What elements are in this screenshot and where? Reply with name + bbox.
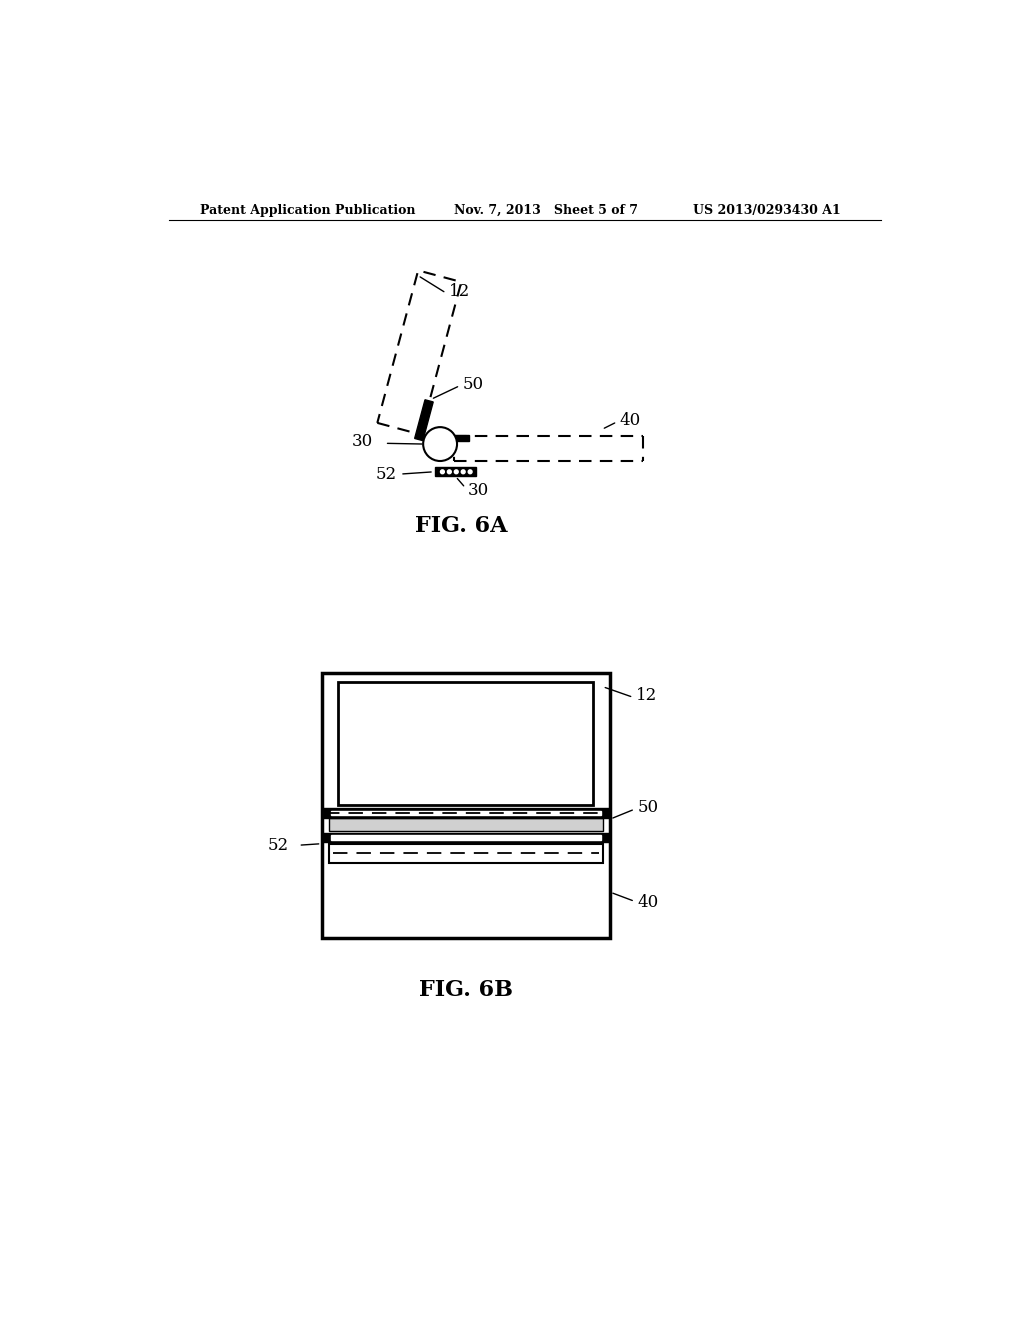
Bar (331, 810, 601, 816)
Bar (322, 808, 610, 817)
Text: 52: 52 (267, 837, 289, 854)
Text: FIG. 6B: FIG. 6B (419, 979, 512, 1001)
Text: US 2013/0293430 A1: US 2013/0293430 A1 (692, 205, 841, 218)
Text: 40: 40 (637, 895, 658, 912)
Bar (322, 833, 610, 842)
Text: Patent Application Publication: Patent Application Publication (200, 205, 416, 218)
Bar (339, 682, 593, 805)
Text: 12: 12 (636, 688, 657, 705)
Circle shape (423, 428, 457, 461)
Bar (330, 843, 602, 863)
Circle shape (455, 470, 458, 474)
Polygon shape (438, 434, 469, 441)
Text: 50: 50 (637, 799, 658, 816)
Text: Nov. 7, 2013   Sheet 5 of 7: Nov. 7, 2013 Sheet 5 of 7 (454, 205, 638, 218)
Text: 50: 50 (463, 375, 483, 392)
Polygon shape (415, 400, 433, 441)
Circle shape (461, 470, 465, 474)
Bar (435, 467, 475, 475)
Text: FIG. 6A: FIG. 6A (416, 516, 508, 537)
Bar (331, 836, 601, 840)
Text: 52: 52 (376, 466, 396, 483)
Text: 30: 30 (351, 433, 373, 450)
Text: 30: 30 (468, 482, 489, 499)
Text: 12: 12 (449, 282, 470, 300)
Circle shape (447, 470, 452, 474)
Text: 40: 40 (620, 412, 641, 429)
Bar (322, 673, 610, 939)
Circle shape (468, 470, 472, 474)
Circle shape (440, 470, 444, 474)
Bar (330, 817, 602, 832)
